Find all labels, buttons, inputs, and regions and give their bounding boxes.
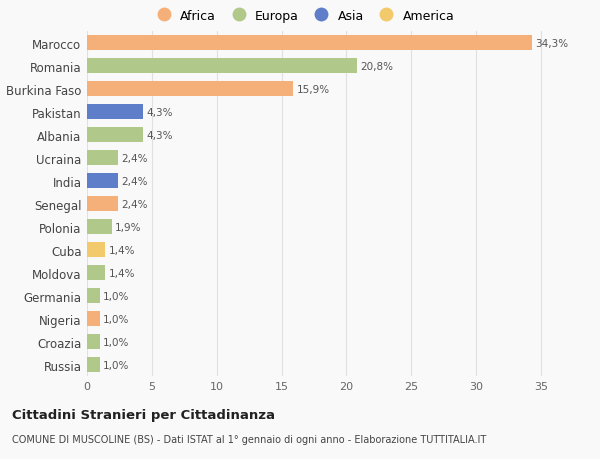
Bar xyxy=(87,358,100,372)
Text: 4,3%: 4,3% xyxy=(146,130,173,140)
Text: 2,4%: 2,4% xyxy=(121,199,148,209)
Text: 1,4%: 1,4% xyxy=(109,268,135,278)
Bar xyxy=(87,289,100,303)
Text: 1,4%: 1,4% xyxy=(109,245,135,255)
Text: 2,4%: 2,4% xyxy=(121,176,148,186)
Text: 2,4%: 2,4% xyxy=(121,153,148,163)
Bar xyxy=(87,36,532,51)
Bar xyxy=(87,312,100,326)
Bar xyxy=(87,128,143,143)
Text: 15,9%: 15,9% xyxy=(296,84,329,95)
Text: 34,3%: 34,3% xyxy=(535,39,568,49)
Bar xyxy=(87,243,105,257)
Text: 1,0%: 1,0% xyxy=(103,314,130,324)
Bar xyxy=(87,197,118,212)
Bar xyxy=(87,174,118,189)
Bar xyxy=(87,105,143,120)
Text: 4,3%: 4,3% xyxy=(146,107,173,118)
Text: 1,0%: 1,0% xyxy=(103,291,130,301)
Text: Cittadini Stranieri per Cittadinanza: Cittadini Stranieri per Cittadinanza xyxy=(12,409,275,421)
Bar xyxy=(87,59,357,74)
Text: 1,9%: 1,9% xyxy=(115,222,142,232)
Bar xyxy=(87,266,105,280)
Bar xyxy=(87,151,118,166)
Text: 1,0%: 1,0% xyxy=(103,360,130,370)
Bar xyxy=(87,82,293,97)
Text: COMUNE DI MUSCOLINE (BS) - Dati ISTAT al 1° gennaio di ogni anno - Elaborazione : COMUNE DI MUSCOLINE (BS) - Dati ISTAT al… xyxy=(12,434,486,444)
Legend: Africa, Europa, Asia, America: Africa, Europa, Asia, America xyxy=(152,10,454,22)
Text: 20,8%: 20,8% xyxy=(360,62,393,72)
Bar xyxy=(87,220,112,235)
Bar xyxy=(87,335,100,349)
Text: 1,0%: 1,0% xyxy=(103,337,130,347)
